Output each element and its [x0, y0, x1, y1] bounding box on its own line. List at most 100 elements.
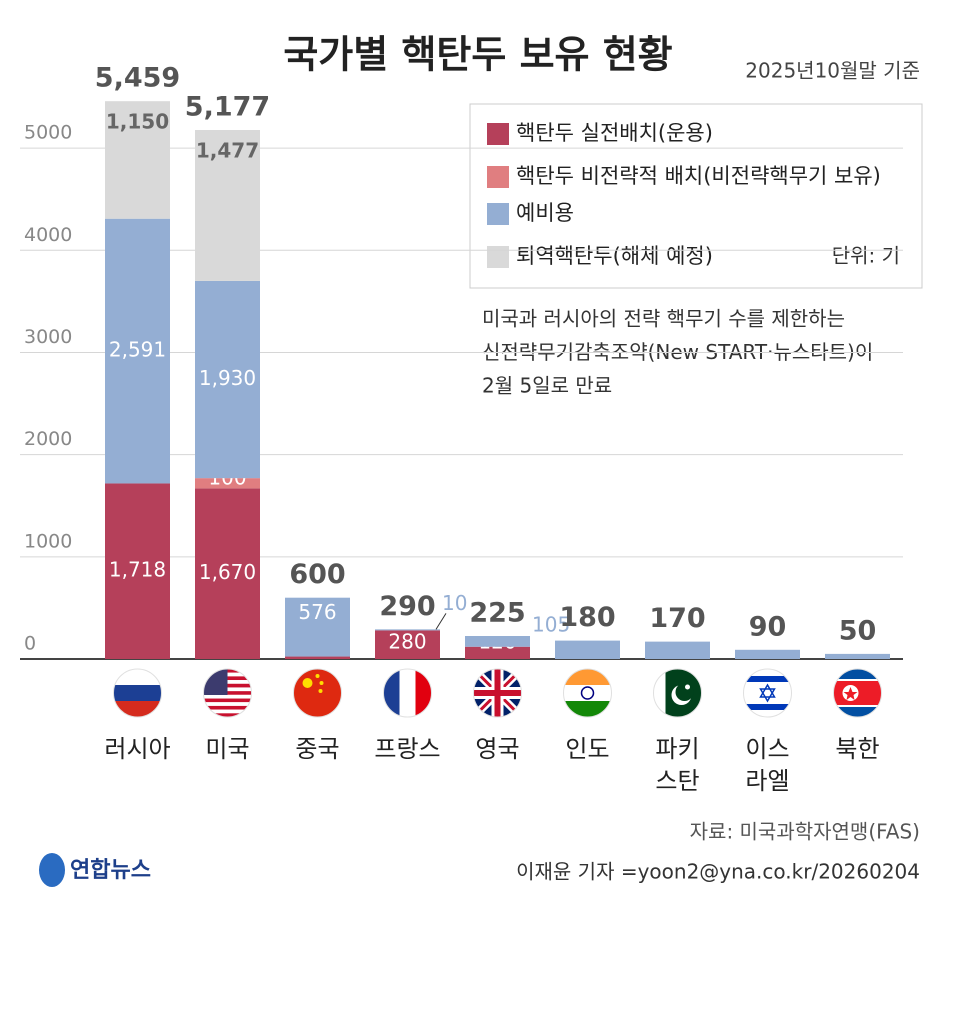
- bar-segment: [195, 280, 260, 479]
- y-tick-label: 0: [24, 633, 36, 655]
- x-tick-label: 프랑스: [374, 735, 440, 763]
- legend-box: [469, 103, 923, 289]
- flag-border: [563, 668, 612, 718]
- bar-segment: [735, 649, 800, 659]
- bar-segment: [645, 641, 710, 659]
- flag-part: [203, 694, 252, 699]
- unit: 단위: 기: [832, 244, 900, 268]
- x-tick-label: 북한: [835, 735, 879, 763]
- y-tick-label: 1000: [24, 530, 72, 552]
- flag: [293, 669, 342, 717]
- flag-part: [685, 684, 690, 690]
- byline: 이재윤 기자 =yoon2@yna.co.kr/20260204: [516, 860, 920, 884]
- bar-segment: [195, 130, 260, 281]
- value-label: 105: [532, 613, 570, 637]
- total-label: 50: [839, 615, 877, 646]
- flag-part: [302, 678, 313, 688]
- flag-part: [203, 713, 252, 717]
- flag-part: [675, 683, 694, 701]
- y-tick-label: 2000: [24, 428, 72, 450]
- value-label: 1,930: [199, 366, 256, 390]
- flag-part: [563, 701, 612, 717]
- bar-segment: [555, 640, 620, 659]
- value-label: 1,718: [109, 558, 166, 582]
- total-label: 290: [379, 591, 435, 622]
- bar-segment: [285, 656, 350, 659]
- flag-part: [319, 681, 324, 685]
- x-tick-label: 인도: [565, 735, 609, 763]
- total-label: 90: [749, 611, 787, 642]
- bar-segment: [465, 636, 530, 647]
- note-line: 미국과 러시아의 전략 핵무기 수를 제한하는: [482, 307, 845, 331]
- total-label: 170: [649, 603, 705, 634]
- total-label: 180: [559, 602, 615, 633]
- flag: [383, 669, 432, 717]
- flag-border: [203, 668, 252, 718]
- subtitle: 2025년10월말 기준: [745, 59, 920, 83]
- leader-line: [435, 613, 447, 630]
- x-tick-label: 영국: [475, 735, 519, 763]
- flag: [743, 669, 792, 717]
- flag-part: [113, 701, 162, 717]
- y-tick-label: 4000: [24, 224, 72, 246]
- x-tick-label: 미국: [205, 735, 249, 763]
- flag-part: [203, 709, 252, 714]
- x-tick-label: 이스 라엘: [745, 735, 789, 795]
- flag-border: [293, 668, 342, 718]
- x-tick-label: 파키 스탄: [655, 735, 699, 795]
- flag-part: [843, 687, 858, 700]
- bar-segment: [195, 478, 260, 489]
- value-label: 1,150: [106, 110, 169, 134]
- value-label: 10: [442, 591, 467, 615]
- legend-swatch: [487, 203, 509, 225]
- legend-label: 퇴역핵탄두(해체 예정): [516, 244, 713, 268]
- flag-part: [315, 674, 320, 678]
- bar-segment: [375, 629, 440, 631]
- flag: [113, 669, 162, 717]
- bar-segment: [825, 653, 890, 659]
- legend-label: 예비용: [516, 201, 574, 225]
- flag-border: [743, 668, 792, 718]
- total-label: 5,177: [185, 92, 270, 123]
- note-line: 2월 5일로 만료: [482, 374, 612, 398]
- bar-segment: [195, 488, 260, 659]
- flag-part: [203, 702, 252, 706]
- total-label: 225: [469, 598, 525, 629]
- bar-segment: [105, 483, 170, 659]
- bar-segment: [285, 597, 350, 657]
- flag-part: [383, 669, 400, 717]
- flag: [473, 669, 522, 717]
- y-tick-label: 3000: [24, 326, 72, 348]
- logo-icon: [39, 853, 65, 887]
- logo: 연합뉴스: [70, 857, 151, 883]
- flag-part: [743, 704, 792, 710]
- bar-segment: [105, 101, 170, 219]
- flag-border: [473, 668, 522, 718]
- flag-part: [759, 683, 776, 703]
- flag: [833, 669, 882, 717]
- value-label: 576: [298, 600, 336, 624]
- total-label: 600: [289, 559, 345, 590]
- legend-swatch: [487, 166, 509, 188]
- flag-part: [113, 685, 162, 701]
- x-tick-label: 러시아: [104, 735, 170, 763]
- bar-segment: [465, 646, 530, 659]
- flag-part: [580, 686, 595, 700]
- flag-part: [563, 669, 612, 685]
- flag-part: [563, 685, 612, 701]
- total-label: 5,459: [95, 63, 180, 94]
- flag-border: [113, 668, 162, 718]
- flag-border: [653, 668, 702, 718]
- chart-title: 국가별 핵탄두 보유 현황: [283, 33, 672, 77]
- bar-segment: [105, 218, 170, 484]
- flag-border: [833, 668, 882, 718]
- flag-part: [415, 669, 432, 717]
- y-tick-label: 5000: [24, 122, 72, 144]
- flag-part: [494, 669, 501, 717]
- flag-border: [383, 668, 432, 718]
- x-tick-label: 중국: [295, 735, 339, 763]
- value-label: 280: [388, 630, 426, 654]
- flag: [563, 669, 612, 717]
- flag-part: [399, 669, 416, 717]
- legend-swatch: [487, 123, 509, 145]
